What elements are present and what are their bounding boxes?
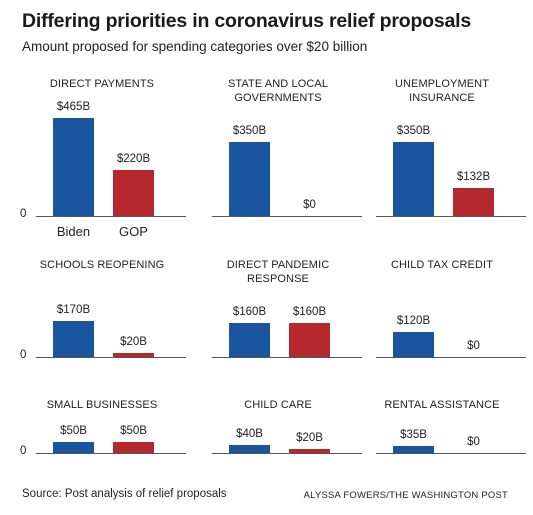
value-label-gop: $20B <box>120 335 147 348</box>
baseline <box>36 216 186 217</box>
bar-biden <box>393 142 434 216</box>
baseline <box>212 453 362 454</box>
value-label-biden: $50B <box>60 425 87 438</box>
value-label-biden: $350B <box>232 125 267 138</box>
value-label-gop: $0 <box>467 436 480 448</box>
panel-title: UNEMPLOYMENT INSURANCE <box>394 78 490 104</box>
value-label-gop: $50B <box>120 425 147 438</box>
chart-title: Differing priorities in coronavirus reli… <box>22 10 472 32</box>
value-label-biden: $350B <box>396 125 431 138</box>
panel-title: DIRECT PAYMENTS <box>49 78 155 90</box>
credit-line: ALYSSA FOWERS/THE WASHINGTON POST <box>303 490 508 501</box>
panel-title: SCHOOLS REOPENING <box>39 259 165 271</box>
baseline <box>376 357 526 358</box>
category-label-gop: GOP <box>119 224 148 239</box>
value-label-gop: $20B <box>296 431 323 444</box>
panel-title: DIRECT PANDEMIC RESPONSE <box>226 259 330 285</box>
bar-biden <box>229 444 270 453</box>
panel-title: STATE AND LOCAL GOVERNMENTS <box>227 78 329 104</box>
baseline <box>36 357 186 358</box>
bar-gop <box>453 188 494 216</box>
bar-gop <box>113 352 154 357</box>
value-label-gop: $0 <box>467 340 480 352</box>
panel-title: SMALL BUSINESSES <box>46 399 158 411</box>
baseline <box>376 216 526 217</box>
baseline <box>36 453 186 454</box>
baseline <box>212 357 362 358</box>
zero-tick-label: 0 <box>20 349 27 361</box>
bar-biden <box>53 321 94 357</box>
value-label-biden: $160B <box>232 306 267 319</box>
bar-gop <box>289 323 330 357</box>
zero-tick-label: 0 <box>20 208 27 220</box>
chart-subtitle: Amount proposed for spending categories … <box>22 39 368 54</box>
value-label-gop: $160B <box>292 306 327 319</box>
value-label-gop: $0 <box>303 199 316 211</box>
value-label-biden: $120B <box>396 314 431 327</box>
zero-tick-label: 0 <box>20 445 27 457</box>
source-note: Source: Post analysis of relief proposal… <box>22 488 227 500</box>
panel-title: RENTAL ASSISTANCE <box>384 399 500 411</box>
bar-gop <box>113 169 154 216</box>
bar-gop <box>113 442 154 453</box>
bar-biden <box>393 331 434 357</box>
value-label-gop: $220B <box>116 152 151 165</box>
category-label-biden: Biden <box>56 224 91 239</box>
value-label-biden: $465B <box>56 101 91 113</box>
bar-biden <box>53 442 94 453</box>
panel-title: CHILD TAX CREDIT <box>390 259 494 271</box>
value-label-biden: $35B <box>400 428 427 441</box>
value-label-gop: $132B <box>456 171 491 184</box>
baseline <box>212 216 362 217</box>
bar-biden <box>229 323 270 357</box>
value-label-biden: $170B <box>56 304 91 317</box>
panel-title: CHILD CARE <box>244 399 312 411</box>
baseline <box>376 453 526 454</box>
bar-biden <box>229 142 270 216</box>
value-label-biden: $40B <box>236 427 263 440</box>
bar-gop <box>289 448 330 453</box>
bar-biden <box>53 118 94 216</box>
bar-biden <box>393 445 434 453</box>
